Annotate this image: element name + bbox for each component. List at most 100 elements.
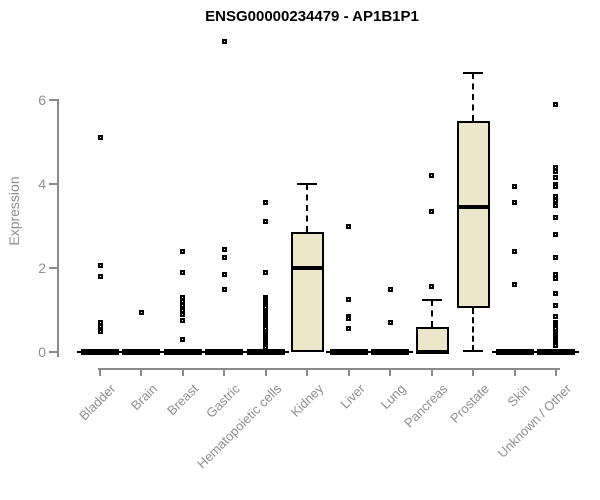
x-tick-label: Kidney [287,381,326,420]
y-axis-tick [49,351,57,353]
upper-whisker-cap-pancreas [421,298,442,301]
collapsed-box-lung [371,349,410,355]
x-axis-tick [347,368,350,376]
outlier-point-unknown-other [553,271,559,277]
outlier-point-bladder [97,328,103,334]
outlier-point-bladder [97,263,103,269]
x-axis-tick [99,368,101,376]
outlier-point-unknown-other [553,101,559,107]
outlier-point-bladder [97,324,103,330]
x-axis-tick [389,368,392,376]
outlier-point-skin [512,200,517,206]
x-axis-tick [472,368,475,376]
y-axis-line [57,99,59,357]
outlier-point-hematopoietic-cells [263,345,269,351]
x-axis-tick [181,368,184,376]
outlier-point-gastric [221,271,227,277]
outlier-point-breast [180,336,186,342]
collapsed-box-unknown-other [536,349,575,355]
y-tick-label: 2 [38,260,46,276]
x-axis-tick [140,368,143,376]
x-axis-tick [513,368,516,376]
outlier-point-pancreas [429,208,435,214]
outlier-point-breast [180,269,186,275]
x-axis-line [98,368,560,370]
box-kidney [291,232,325,352]
upper-whisker-pancreas [430,299,433,327]
upper-whisker-cap-prostate [463,71,484,74]
y-axis-tick [49,183,57,185]
outlier-point-unknown-other [553,303,559,309]
y-axis-tick [49,267,57,269]
upper-whisker-prostate [472,72,475,121]
lower-whisker-cap-prostate [463,350,484,353]
x-axis-tick [430,368,433,376]
outlier-point-liver [346,223,352,229]
collapsed-box-breast [163,349,202,355]
outlier-point-hematopoietic-cells [263,200,269,206]
collapsed-box-gastric [205,349,244,355]
x-tick-label: Bladder [76,381,119,424]
x-tick-label: Lung [377,381,409,413]
median-line-kidney [291,266,325,270]
outlier-point-unknown-other [553,198,559,204]
y-tick-label: 0 [38,344,46,360]
outlier-point-hematopoietic-cells [263,269,269,275]
outlier-point-unknown-other [553,276,559,281]
collapsed-box-skin [495,349,534,355]
outlier-point-breast [180,248,186,254]
outlier-point-skin [512,183,517,189]
x-tick-label: Skin [504,381,534,410]
x-tick-label: Breast [164,381,202,419]
outlier-point-liver [346,315,352,321]
box-pancreas [415,326,449,352]
upper-whisker-cap-kidney [297,183,318,185]
outlier-point-unknown-other [553,194,559,200]
outlier-point-gastric [221,286,227,292]
outlier-point-pancreas [429,173,435,179]
x-axis-tick [306,368,309,376]
outlier-point-liver [346,297,352,302]
outlier-point-skin [512,248,517,254]
outlier-point-lung [387,320,393,326]
outlier-point-unknown-other [553,290,559,296]
upper-whisker-kidney [306,184,309,233]
outlier-point-unknown-other [553,175,559,181]
box-prostate [457,121,491,308]
collapsed-box-brain [122,349,161,355]
x-axis-tick [223,368,226,376]
collapsed-box-hematopoietic-cells [246,349,285,355]
outlier-point-breast [180,299,186,305]
outlier-point-breast [180,307,186,313]
x-tick-label: Gastric [203,381,243,421]
x-tick-label: Brain [127,381,161,414]
chart-title: ENSG00000234479 - AP1B1P1 [205,8,419,25]
outlier-point-hematopoietic-cells [263,219,269,225]
y-tick-label: 6 [38,92,46,108]
y-axis-tick [49,99,57,101]
x-tick-label: Prostate [446,381,492,426]
median-line-pancreas [415,350,449,354]
outlier-point-pancreas [429,284,435,290]
outlier-point-bladder [97,320,103,326]
outlier-point-breast [180,318,186,323]
outlier-point-lung [387,286,393,292]
outlier-point-unknown-other [553,183,559,189]
outlier-point-unknown-other [553,164,559,170]
x-axis-tick [554,368,557,376]
outlier-point-unknown-other [553,202,559,208]
outlier-point-bladder [97,135,103,141]
collapsed-box-liver [329,349,368,355]
outlier-point-liver [346,326,352,332]
outlier-point-unknown-other [553,168,559,174]
outlier-point-gastric [221,38,227,44]
outlier-point-bladder [97,273,103,279]
outlier-point-unknown-other [553,343,559,349]
outlier-point-breast [180,303,186,309]
lower-whisker-prostate [472,307,475,352]
outlier-point-unknown-other [553,215,559,221]
outlier-point-gastric [221,255,227,260]
collapsed-box-bladder [81,349,119,355]
outlier-point-brain [138,309,144,315]
